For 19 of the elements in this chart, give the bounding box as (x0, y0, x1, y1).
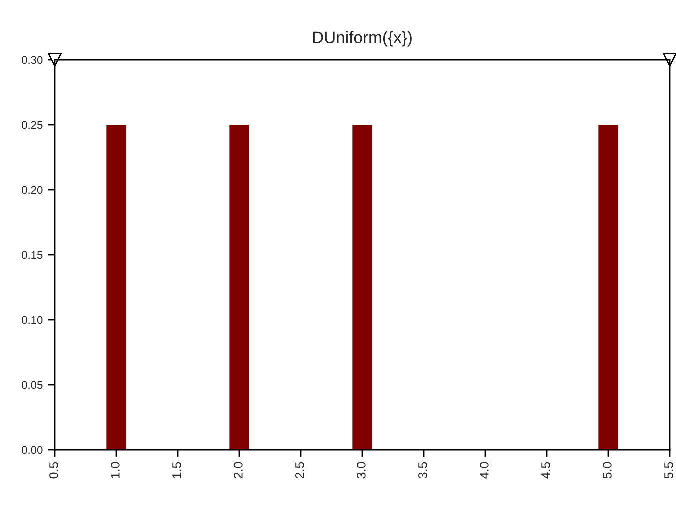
y-tick-label: 0.25 (22, 121, 43, 130)
x-tick-label: 1.0 (111, 462, 120, 478)
y-tick-label: 0.00 (22, 446, 43, 454)
x-tick-label: 2.0 (234, 462, 243, 479)
chart-title: DUniform({x}) (313, 31, 412, 47)
x-tick-label: 4.0 (480, 462, 489, 479)
x-tick-label: 3.0 (357, 462, 366, 479)
x-tick-label: 5.5 (664, 462, 674, 479)
y-tick-label: 0.30 (22, 56, 43, 64)
x-tick-label: 2.5 (296, 462, 304, 479)
y-tick-label: 0.15 (22, 251, 43, 260)
y-tick-label: 0.10 (22, 316, 43, 324)
x-tick-label: 3.5 (418, 462, 428, 479)
x-tick-label: 1.5 (172, 462, 182, 478)
y-tick-label: 0.20 (22, 186, 43, 194)
x-tick-label: 0.5 (50, 462, 58, 479)
x-tick-label: 4.5 (542, 462, 550, 479)
y-tick-label: 0.05 (22, 381, 43, 390)
x-tick-label: 5.0 (603, 462, 612, 479)
